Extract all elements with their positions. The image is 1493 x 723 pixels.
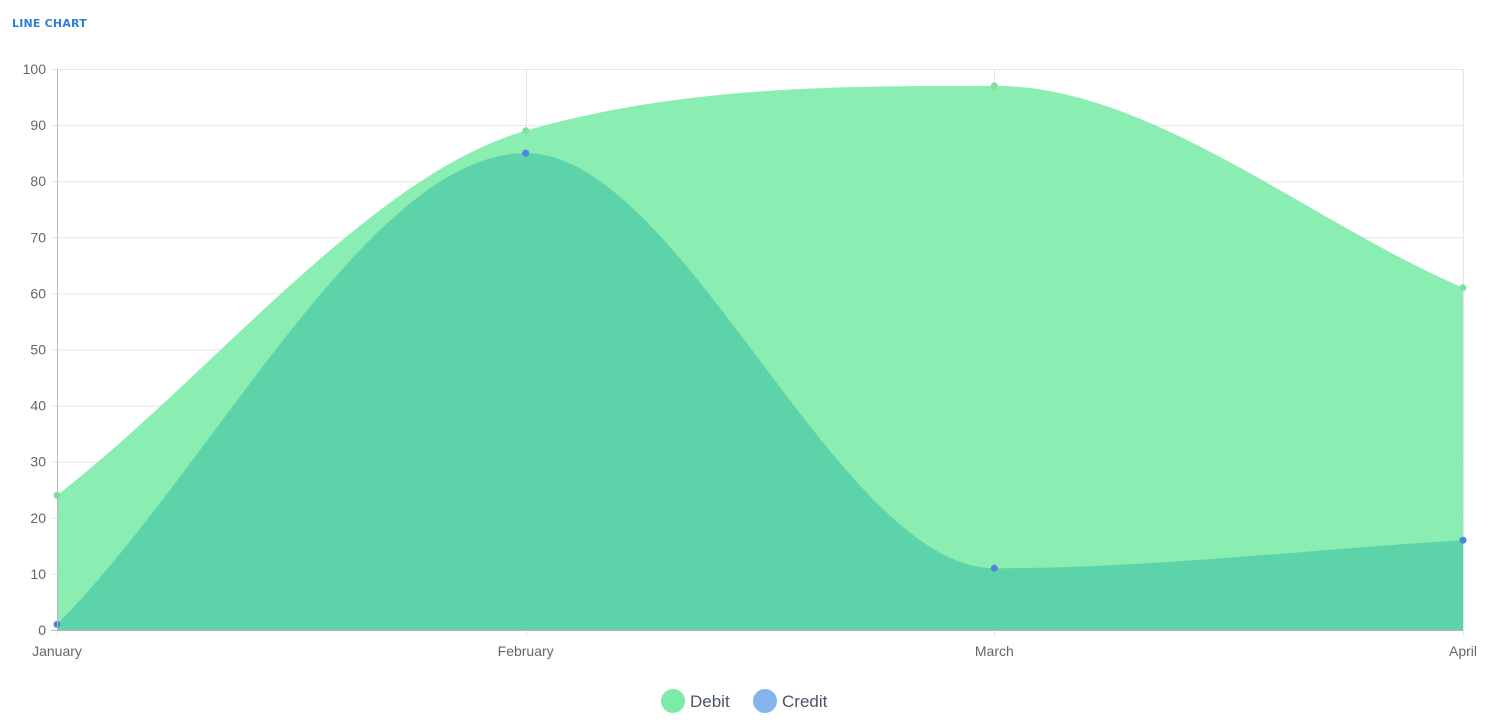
y-tick-label: 50 xyxy=(30,342,46,358)
x-tick-label: March xyxy=(975,643,1014,659)
y-tick-label: 40 xyxy=(30,398,46,414)
data-point-debit xyxy=(1459,284,1467,292)
y-tick-label: 30 xyxy=(30,454,46,470)
legend-swatch-debit xyxy=(661,689,685,713)
data-point-debit xyxy=(522,127,530,135)
chart-axes: 0 10 20 30 40 50 60 70 80 90 100 January February Mar… xyxy=(23,61,1477,659)
data-point-credit xyxy=(990,564,998,572)
y-tick-label: 10 xyxy=(30,566,46,582)
y-tick-label: 20 xyxy=(30,510,46,526)
legend-label-credit: Credit xyxy=(782,692,828,711)
data-point-credit xyxy=(1459,536,1467,544)
x-tick-label: April xyxy=(1449,643,1477,659)
chart-card-title: LINE CHART xyxy=(12,17,87,30)
y-tick-label: 90 xyxy=(30,117,46,133)
chart-legend: Debit Credit xyxy=(661,689,828,713)
x-tick-label: February xyxy=(498,643,554,659)
series-area-credit xyxy=(57,153,1463,630)
x-tick-label: January xyxy=(32,643,82,659)
legend-label-debit: Debit xyxy=(690,692,730,711)
chart-series xyxy=(53,82,1467,630)
y-tick-label: 0 xyxy=(38,622,46,638)
y-tick-label: 70 xyxy=(30,229,46,245)
y-tick-label: 60 xyxy=(30,285,46,301)
y-tick-label: 100 xyxy=(23,61,47,77)
y-tick-label: 80 xyxy=(30,173,46,189)
legend-swatch-credit xyxy=(753,689,777,713)
data-point-debit xyxy=(990,82,998,90)
data-point-credit xyxy=(522,149,530,157)
